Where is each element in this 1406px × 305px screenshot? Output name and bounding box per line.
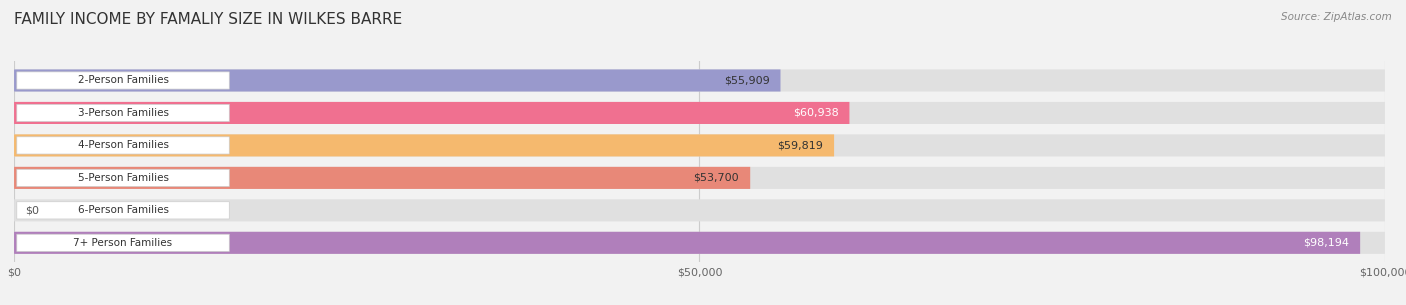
Text: 4-Person Families: 4-Person Families <box>77 140 169 150</box>
Text: $0: $0 <box>25 205 39 215</box>
FancyBboxPatch shape <box>14 232 1385 254</box>
Text: $59,819: $59,819 <box>778 140 823 150</box>
Text: $98,194: $98,194 <box>1303 238 1350 248</box>
FancyBboxPatch shape <box>17 72 229 89</box>
Text: 2-Person Families: 2-Person Families <box>77 75 169 85</box>
Text: FAMILY INCOME BY FAMALIY SIZE IN WILKES BARRE: FAMILY INCOME BY FAMALIY SIZE IN WILKES … <box>14 12 402 27</box>
FancyBboxPatch shape <box>14 167 1385 189</box>
FancyBboxPatch shape <box>14 232 1360 254</box>
FancyBboxPatch shape <box>14 102 1385 124</box>
FancyBboxPatch shape <box>14 135 834 156</box>
Text: $55,909: $55,909 <box>724 75 769 85</box>
FancyBboxPatch shape <box>17 202 229 219</box>
Text: 3-Person Families: 3-Person Families <box>77 108 169 118</box>
Text: 5-Person Families: 5-Person Families <box>77 173 169 183</box>
Text: $60,938: $60,938 <box>793 108 838 118</box>
Text: Source: ZipAtlas.com: Source: ZipAtlas.com <box>1281 12 1392 22</box>
FancyBboxPatch shape <box>17 137 229 154</box>
Text: $53,700: $53,700 <box>693 173 740 183</box>
FancyBboxPatch shape <box>17 104 229 122</box>
FancyBboxPatch shape <box>14 199 1385 221</box>
FancyBboxPatch shape <box>14 135 1385 156</box>
FancyBboxPatch shape <box>14 70 780 92</box>
Text: 7+ Person Families: 7+ Person Families <box>73 238 173 248</box>
FancyBboxPatch shape <box>17 234 229 251</box>
FancyBboxPatch shape <box>14 102 849 124</box>
FancyBboxPatch shape <box>14 70 1385 92</box>
FancyBboxPatch shape <box>14 167 751 189</box>
Text: 6-Person Families: 6-Person Families <box>77 205 169 215</box>
FancyBboxPatch shape <box>17 169 229 186</box>
